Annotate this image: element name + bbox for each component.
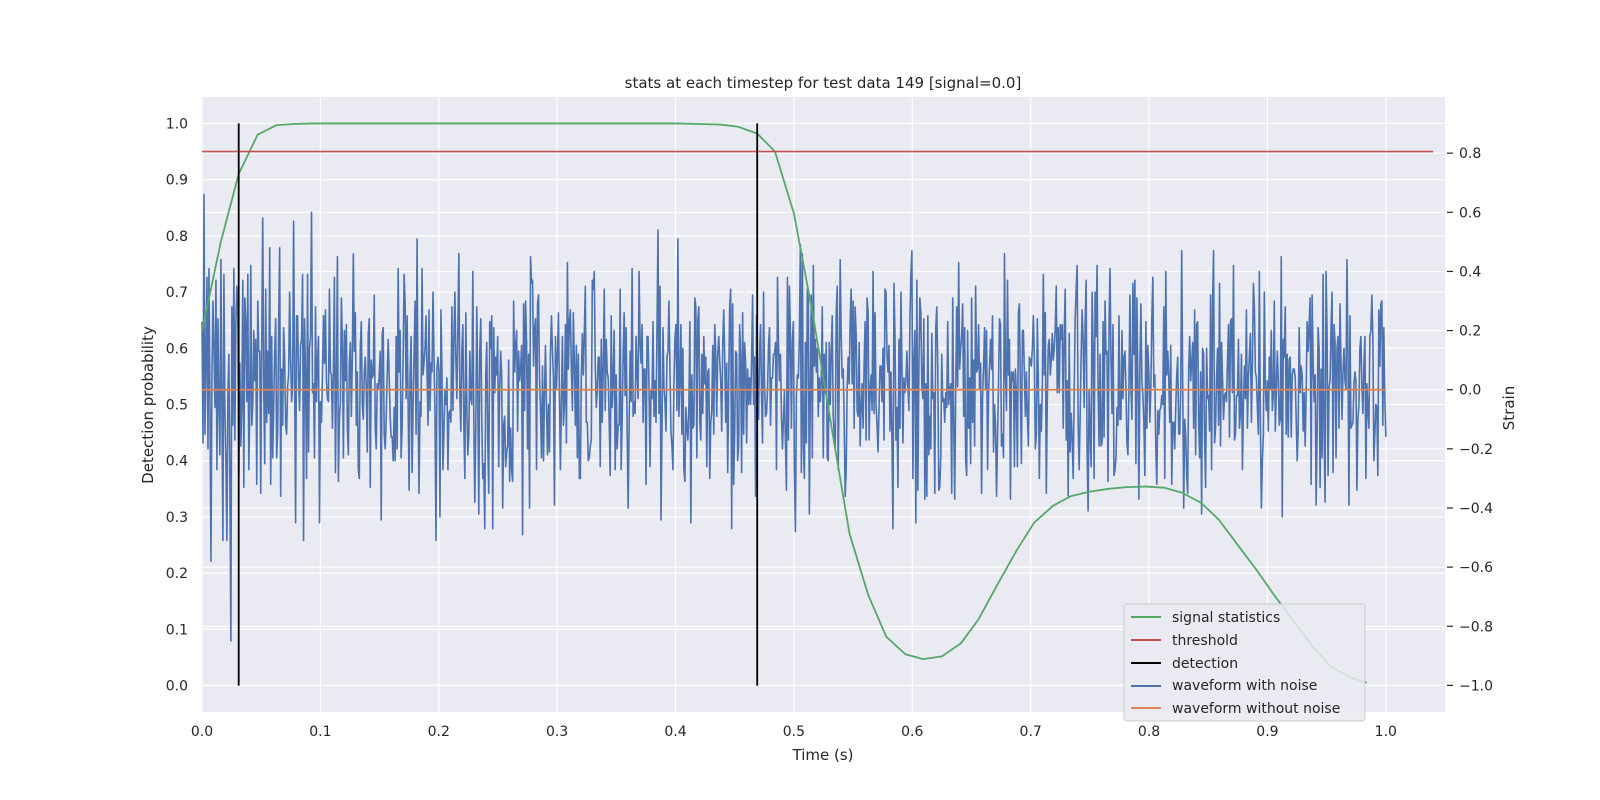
legend-label-signal: signal statistics (1172, 610, 1280, 626)
x-tick-label: 0.9 (1256, 724, 1278, 740)
x-tick-label: 0.4 (664, 724, 686, 740)
legend: signal statistics threshold detection wa… (1123, 603, 1366, 722)
ticks: 0.0 0.1 0.2 0.3 0.4 0.5 0.6 0.7 0.8 0.9 1.0 0.0 0.1 0… (166, 116, 1493, 740)
x-tick-label: 0.8 (1138, 724, 1160, 740)
legend-label-clean: waveform without noise (1172, 701, 1340, 717)
legend-box (1123, 603, 1366, 722)
x-tick-label: 0.1 (309, 724, 331, 740)
y-tick-label: 0.2 (166, 566, 188, 582)
y-right-tick-label: 0.2 (1459, 324, 1481, 340)
y-tick-label: 0.8 (166, 229, 188, 245)
y-right-tick-label: −0.2 (1459, 442, 1493, 458)
y-tick-label: 0.6 (166, 341, 188, 357)
x-tick-label: 1.0 (1375, 724, 1397, 740)
y-right-tick-label: −0.8 (1459, 619, 1493, 635)
y-right-tick-label: −0.6 (1459, 560, 1493, 576)
y-right-tick-label: −0.4 (1459, 501, 1493, 517)
y-right-tick-label: 0.4 (1459, 264, 1481, 280)
y-tick-label: 0.9 (166, 173, 188, 189)
series-signal-statistics (201, 122, 1368, 684)
y-right-tick-label: −1.0 (1459, 678, 1493, 694)
y-right-axis-label: Strain (1500, 386, 1518, 430)
x-tick-label: 0.7 (1020, 724, 1042, 740)
x-tick-label: 0.6 (901, 724, 923, 740)
x-axis-label: Time (s) (792, 746, 854, 764)
y-tick-label: 0.7 (166, 285, 188, 301)
y-tick-label: 0.1 (166, 622, 188, 638)
legend-label-threshold: threshold (1172, 633, 1238, 649)
x-tick-label: 0.0 (191, 724, 213, 740)
y-axis-label: Detection probability (139, 326, 157, 484)
x-tick-label: 0.3 (546, 724, 568, 740)
y-tick-label: 0.0 (166, 679, 188, 695)
chart-title: stats at each timestep for test data 149… (625, 74, 1022, 92)
y-right-tick-label: 0.0 (1459, 383, 1481, 399)
y-tick-label: 0.4 (166, 454, 188, 470)
y-right-tick-label: 0.6 (1459, 205, 1481, 221)
x-tick-label: 0.2 (428, 724, 450, 740)
series-layer (201, 122, 1434, 686)
x-tick-label: 0.5 (783, 724, 805, 740)
legend-label-noise: waveform with noise (1172, 678, 1317, 694)
y-tick-label: 0.5 (166, 398, 188, 414)
y-tick-label: 1.0 (166, 116, 188, 132)
y-tick-label: 0.3 (166, 510, 188, 526)
legend-label-detection: detection (1172, 656, 1238, 672)
y-right-tick-label: 0.8 (1459, 146, 1481, 162)
